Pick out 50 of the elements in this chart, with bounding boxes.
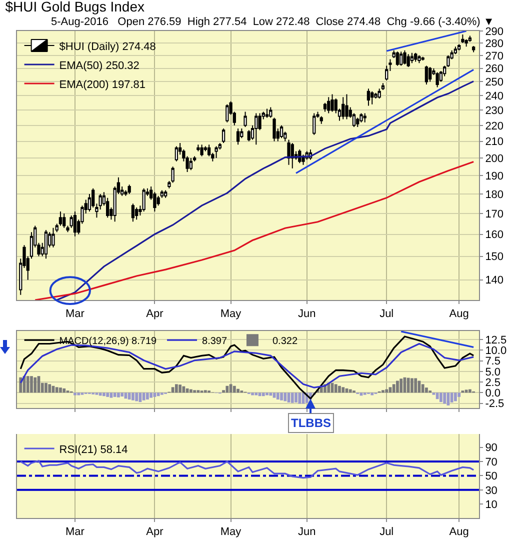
x-tick-label: Mar — [66, 308, 85, 320]
x-tick-label: Jun — [298, 526, 316, 538]
x-tick-label: Mar — [66, 526, 85, 538]
y-tick-label: 5.0 — [485, 366, 500, 378]
legend-label: 0.322 — [272, 336, 298, 348]
y-tick-label: 160 — [485, 229, 504, 242]
x-tick-label: May — [220, 526, 242, 538]
y-tick-label: 250 — [485, 76, 504, 89]
y-tick-label: 12.5 — [485, 334, 507, 346]
y-tick-label: 170 — [485, 208, 504, 220]
y-tick-label: 290 — [485, 26, 504, 38]
x-tick-label: Aug — [449, 526, 469, 538]
chart-title: $HUI Gold Bugs Index — [5, 0, 144, 14]
y-tick-label: 200 — [485, 152, 504, 165]
y-tick-label: 50 — [485, 470, 498, 483]
y-tick-label: 7.5 — [485, 356, 500, 368]
y-tick-label: 180 — [485, 188, 504, 201]
annotation: TLBBS — [291, 416, 331, 430]
y-tick-label: -2.5 — [485, 398, 504, 410]
y-tick-label: 2.5 — [485, 376, 500, 389]
legend-label: RSI(21) 58.14 — [59, 444, 128, 456]
y-tick-label: 10.0 — [485, 344, 507, 357]
y-tick-label: 0.0 — [485, 388, 500, 400]
legend-label: EMA(200) 197.81 — [59, 78, 146, 91]
x-tick-label: Apr — [146, 308, 164, 320]
y-tick-label: 220 — [485, 120, 504, 132]
y-tick-label: 90 — [485, 442, 498, 454]
x-tick-label: Jun — [298, 308, 316, 320]
y-tick-label: 10 — [485, 498, 498, 511]
y-tick-label: 210 — [485, 136, 504, 148]
y-tick-label: 140 — [485, 274, 504, 287]
legend-label: MACD(12,26,9) 8.719 — [59, 336, 158, 348]
y-tick-label: 270 — [485, 50, 504, 62]
x-tick-label: Jul — [380, 526, 394, 538]
y-tick-label: 240 — [485, 90, 504, 103]
legend-label: EMA(50) 250.32 — [59, 60, 140, 72]
x-tick-label: Aug — [449, 308, 469, 320]
y-tick-label: 70 — [485, 456, 498, 468]
legend-label: $HUI (Daily) 274.48 — [59, 40, 156, 53]
x-tick-label: May — [220, 308, 242, 320]
x-tick-label: Apr — [146, 526, 164, 538]
legend-label: 8.397 — [202, 336, 228, 348]
chart-subtitle: 5-Aug-2016 Open 276.59 High 277.54 Low 272.48 Close 274.48 Chg -9.66 (-3.40%) ▼ — [51, 16, 494, 28]
y-tick-label: 260 — [485, 63, 504, 76]
y-tick-label: 150 — [485, 251, 504, 264]
y-tick-label: 30 — [485, 484, 498, 497]
y-tick-label: 230 — [485, 105, 504, 118]
y-tick-label: 190 — [485, 170, 504, 182]
y-tick-label: 280 — [485, 38, 504, 50]
x-tick-label: Jul — [380, 308, 394, 320]
